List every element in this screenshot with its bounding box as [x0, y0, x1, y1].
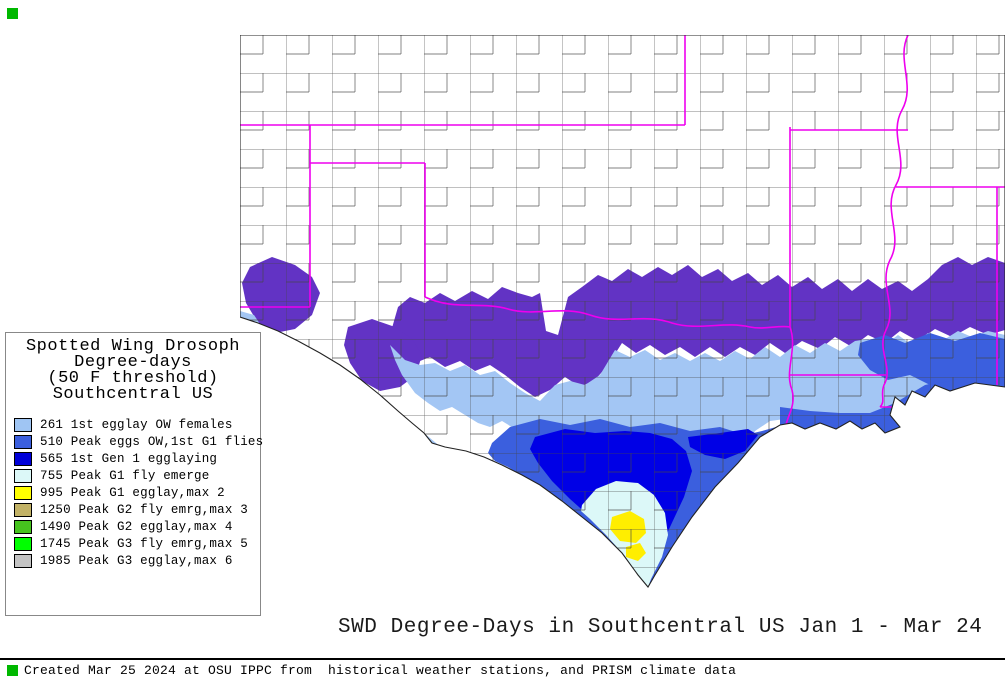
legend-label: 995 Peak G1 egglay,max 2: [40, 485, 225, 500]
legend-label: 510 Peak eggs OW,1st G1 flies: [40, 434, 264, 449]
map-title-line-4: Southcentral US: [52, 385, 214, 404]
legend-swatch: [14, 536, 32, 551]
coastline: [240, 35, 1005, 588]
legend-label: 565 1st Gen 1 egglaying: [40, 451, 218, 466]
legend-row: 510 Peak eggs OW,1st G1 flies: [14, 433, 264, 450]
legend-label: 755 Peak G1 fly emerge: [40, 468, 210, 483]
corner-marker-bottom-left: [7, 665, 18, 676]
map-title-line-1: Spotted Wing Drosoph: [25, 337, 241, 356]
legend-swatch: [14, 417, 32, 432]
legend-label: 261 1st egglay OW females: [40, 417, 233, 432]
corner-marker-top-left: [7, 8, 18, 19]
legend-label: 1985 Peak G3 egglay,max 6: [40, 553, 233, 568]
legend-panel: Spotted Wing Drosoph Degree-days (50 F t…: [5, 332, 264, 616]
legend-swatch: [14, 553, 32, 568]
legend-row: 755 Peak G1 fly emerge: [14, 467, 260, 484]
map-caption: SWD Degree-Days in Southcentral US Jan 1…: [338, 616, 983, 639]
legend-row: 565 1st Gen 1 egglaying: [14, 450, 260, 467]
legend-swatch: [14, 519, 32, 534]
legend-label: 1250 Peak G2 fly emrg,max 3: [40, 502, 248, 517]
degree-day-map: [240, 35, 1005, 588]
legend: 261 1st egglay OW females 510 Peak eggs …: [14, 416, 264, 569]
legend-row: 1985 Peak G3 egglay,max 6: [14, 552, 260, 569]
legend-swatch: [14, 451, 32, 466]
footer-credit: Created Mar 25 2024 at OSU IPPC from his…: [24, 663, 737, 678]
legend-row: 995 Peak G1 egglay,max 2: [14, 484, 260, 501]
map-region: [240, 35, 1005, 660]
map-title: Spotted Wing Drosoph Degree-days (50 F t…: [6, 337, 260, 404]
legend-row: 1250 Peak G2 fly emrg,max 3: [14, 501, 260, 518]
legend-label: 1490 Peak G2 egglay,max 4: [40, 519, 233, 534]
map-title-line-3: (50 F threshold): [47, 369, 219, 388]
legend-row: 1745 Peak G3 fly emrg,max 5: [14, 535, 260, 552]
legend-row: 1490 Peak G2 egglay,max 4: [14, 518, 260, 535]
legend-swatch: [14, 434, 32, 449]
legend-swatch: [14, 485, 32, 500]
footer-divider: [0, 658, 1005, 660]
legend-row: 261 1st egglay OW females: [14, 416, 260, 433]
county-boundaries: [240, 35, 1005, 587]
legend-label: 1745 Peak G3 fly emrg,max 5: [40, 536, 248, 551]
legend-swatch: [14, 468, 32, 483]
map-title-line-2: Degree-days: [74, 353, 192, 372]
legend-swatch: [14, 502, 32, 517]
